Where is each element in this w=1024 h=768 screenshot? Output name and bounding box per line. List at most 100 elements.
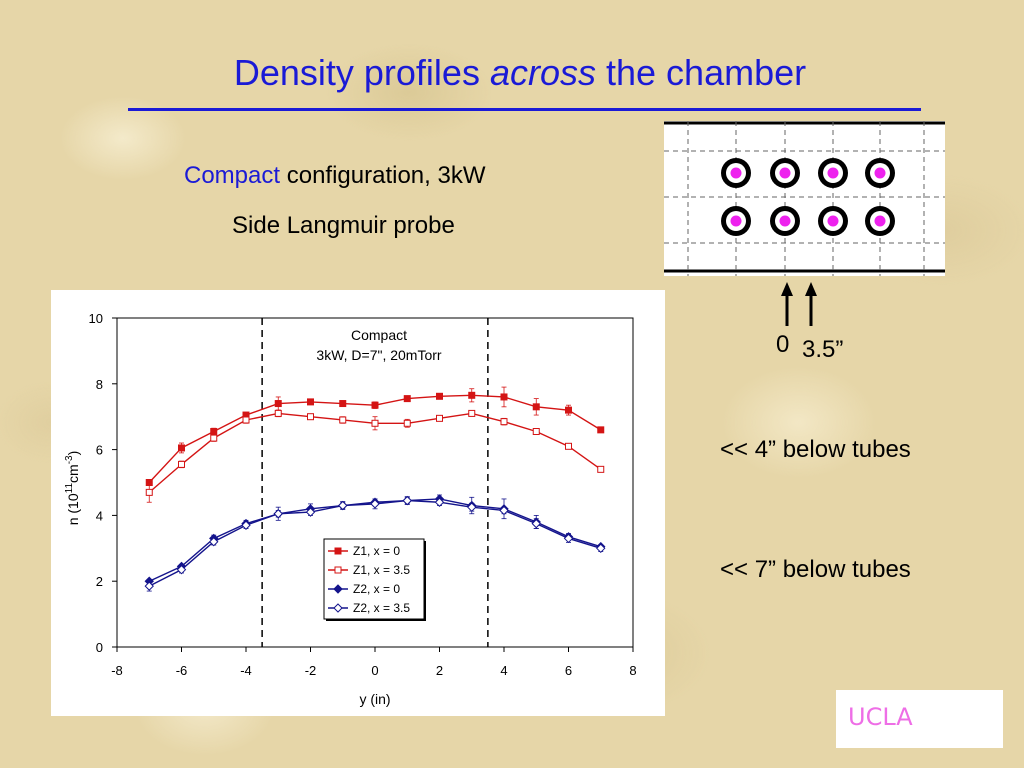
position-label-3-5: 3.5” (802, 336, 844, 363)
slide-title: Density profiles across the chamber (0, 52, 1024, 94)
y-tick-label: 4 (96, 508, 103, 523)
data-point (596, 543, 606, 554)
y-tick-label: 10 (89, 311, 103, 326)
data-point (532, 428, 540, 436)
data-point (499, 505, 509, 516)
position-label-0: 0 (776, 331, 790, 358)
density-chart-panel: -8 -6 -4 -2 0 2 4 6 8 0 2 4 6 8 10 Compact 3kW, D=7", … (51, 290, 665, 716)
data-point (434, 497, 445, 507)
y-tick-label: 2 (96, 574, 103, 589)
tube-cross-section (818, 206, 848, 236)
data-point (210, 434, 218, 442)
data-point (338, 500, 348, 511)
data-point (339, 400, 347, 408)
x-tick-label: 8 (629, 663, 636, 678)
data-point (467, 502, 477, 512)
legend-label: Z1, x = 3.5 (353, 563, 410, 577)
x-axis-label: y (in) (359, 691, 390, 707)
data-point (176, 564, 187, 575)
data-point (565, 406, 572, 414)
chart-annotation-line-1: Compact (351, 327, 407, 343)
data-point (241, 520, 251, 530)
arrow-position-3-5 (805, 282, 817, 326)
data-point (370, 499, 380, 509)
chart-annotation-line-2: 3kW, D=7", 20mTorr (316, 347, 442, 363)
legend-marker (334, 566, 342, 574)
data-point (468, 391, 476, 399)
title-underline (128, 108, 921, 111)
data-point (531, 518, 541, 529)
series-2 (145, 409, 605, 503)
data-point (436, 392, 443, 400)
data-point (274, 409, 282, 417)
tube-cross-section (865, 158, 895, 188)
data-point (597, 465, 605, 473)
x-tick-label: -4 (240, 663, 252, 678)
probe-position-arrows (781, 282, 817, 326)
data-point (565, 442, 572, 450)
data-point (209, 537, 219, 547)
data-point (210, 428, 218, 436)
legend-label: Z2, x = 3.5 (353, 601, 410, 615)
title-emphasis: across (489, 52, 596, 93)
tube-cross-section (770, 158, 800, 188)
tube-cross-section (770, 206, 800, 236)
series-4 (144, 495, 606, 592)
probe-label: Side Langmuir probe (232, 212, 455, 239)
data-point (403, 395, 411, 403)
configuration-detail: configuration, 3kW (280, 162, 486, 189)
y-tick-label: 6 (96, 443, 103, 458)
legend-label: Z2, x = 0 (353, 582, 400, 596)
data-point (144, 581, 154, 591)
title-part-1: Density profiles (233, 52, 490, 93)
data-point (532, 403, 540, 411)
data-point (500, 393, 508, 401)
x-tick-label: -8 (111, 663, 123, 678)
data-point (305, 507, 316, 517)
arrow-position-0 (781, 282, 793, 326)
data-point (307, 398, 314, 406)
data-point (178, 460, 185, 468)
title-part-2: the chamber (596, 52, 807, 93)
note-4-inch-below-tubes: << 4” below tubes (720, 436, 911, 463)
x-tick-label: 4 (500, 663, 507, 678)
tube-layout-svg (664, 121, 945, 276)
y-tick-label: 8 (96, 377, 103, 392)
data-point (371, 401, 379, 409)
tube-cross-section (721, 206, 751, 236)
tube-cross-section (865, 206, 895, 236)
legend-label: Z1, x = 0 (353, 544, 400, 558)
x-tick-label: 6 (565, 663, 572, 678)
data-point (145, 488, 153, 496)
x-tick-label: 2 (436, 663, 443, 678)
data-point (468, 409, 476, 417)
data-point (307, 413, 314, 421)
tube-cross-section (818, 158, 848, 188)
x-tick-label: -2 (305, 663, 317, 678)
data-point (563, 533, 574, 544)
data-point (597, 426, 605, 434)
density-chart: -8 -6 -4 -2 0 2 4 6 8 0 2 4 6 8 10 Compact 3kW, D=7", … (64, 311, 637, 707)
data-point (402, 495, 412, 506)
x-tick-label: 0 (371, 663, 378, 678)
legend-marker (333, 603, 343, 613)
tube-layout-diagram (664, 121, 945, 276)
ucla-logo-text: UCLA (848, 703, 913, 731)
x-tick-label: -6 (176, 663, 188, 678)
tube-cross-section (721, 158, 751, 188)
chart-legend: Z1, x = 0 Z1, x = 3.5 Z2, x = 0 Z2, x = 3.5 (323, 538, 426, 621)
data-point (242, 416, 250, 424)
legend-marker (333, 584, 343, 594)
y-axis-label: n (1011cm-3) (64, 451, 81, 526)
configuration-keyword: Compact (184, 162, 281, 189)
data-point (273, 509, 283, 519)
layout-grid-lines (664, 121, 945, 276)
data-point (371, 419, 379, 427)
data-point (436, 414, 443, 422)
data-point (178, 444, 185, 452)
configuration-label: Compact configuration, 3kW (184, 162, 485, 190)
data-point (500, 418, 508, 426)
legend-marker (334, 547, 342, 555)
data-point (339, 416, 347, 424)
ucla-logo: UCLA (836, 690, 1003, 748)
